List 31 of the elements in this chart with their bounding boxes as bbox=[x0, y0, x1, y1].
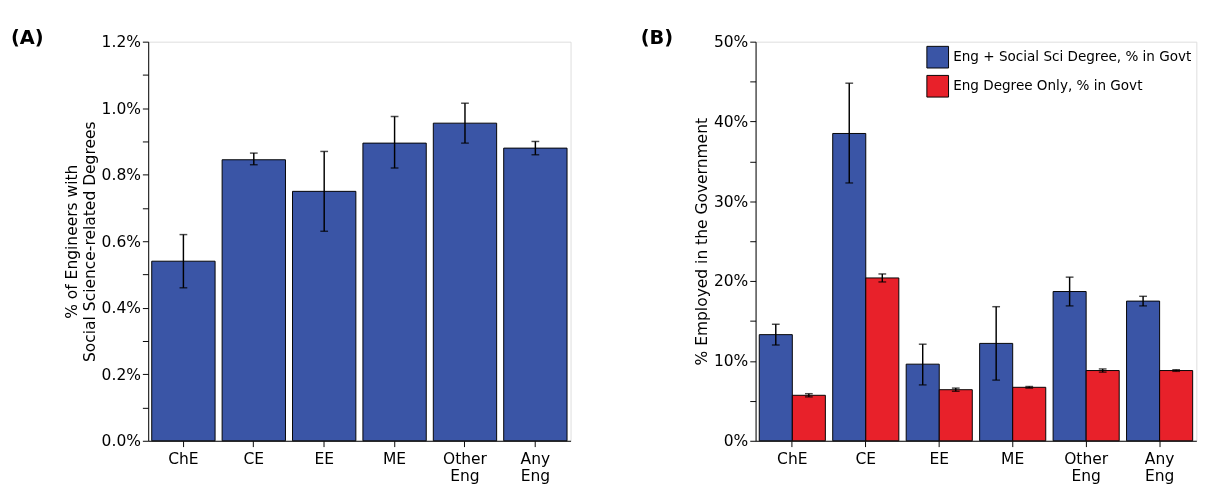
x-tick-label: Other Eng bbox=[1064, 449, 1109, 485]
y-tick-label: 0.2% bbox=[101, 365, 141, 384]
chart-title: (B) bbox=[640, 25, 674, 49]
x-tick-label: Other Eng bbox=[442, 449, 488, 485]
x-tick-label: EE bbox=[314, 449, 334, 468]
x-tick-label: ME bbox=[383, 449, 407, 468]
y-tick-label: 40% bbox=[713, 112, 749, 131]
y-tick-label: 1.0% bbox=[101, 99, 141, 118]
y-tick-label: 0.6% bbox=[101, 232, 141, 251]
y-tick-label: 50% bbox=[713, 33, 749, 52]
x-tick-label: ChE bbox=[168, 449, 199, 468]
y-tick-label: 30% bbox=[713, 192, 749, 211]
y-tick-label: 0.4% bbox=[101, 299, 141, 318]
x-tick-label: ChE bbox=[777, 449, 808, 468]
x-tick-label: EE bbox=[929, 449, 950, 468]
y-tick-label: 1.2% bbox=[101, 33, 141, 52]
x-tick-label: Any Eng bbox=[1144, 449, 1175, 485]
y-axis-title: % of Engineers with Social Science-related Degrees bbox=[63, 121, 99, 362]
y-tick-label: 10% bbox=[713, 352, 749, 371]
chart-title: (A) bbox=[11, 25, 44, 49]
x-tick-label: ME bbox=[1001, 449, 1025, 468]
x-tick-label: Any Eng bbox=[520, 449, 551, 485]
legend-label: Eng + Social Sci Degree, % in Govt bbox=[953, 48, 1192, 65]
x-tick-label: CE bbox=[243, 449, 265, 468]
legend-label: Eng Degree Only, % in Govt bbox=[953, 77, 1143, 94]
y-tick-label: 20% bbox=[713, 272, 749, 291]
x-tick-label: CE bbox=[855, 449, 877, 468]
y-tick-label: 0% bbox=[723, 432, 749, 451]
y-axis-title: % Employed in the Government bbox=[693, 117, 712, 366]
y-tick-label: 0.0% bbox=[101, 432, 141, 451]
y-tick-label: 0.8% bbox=[101, 166, 141, 185]
